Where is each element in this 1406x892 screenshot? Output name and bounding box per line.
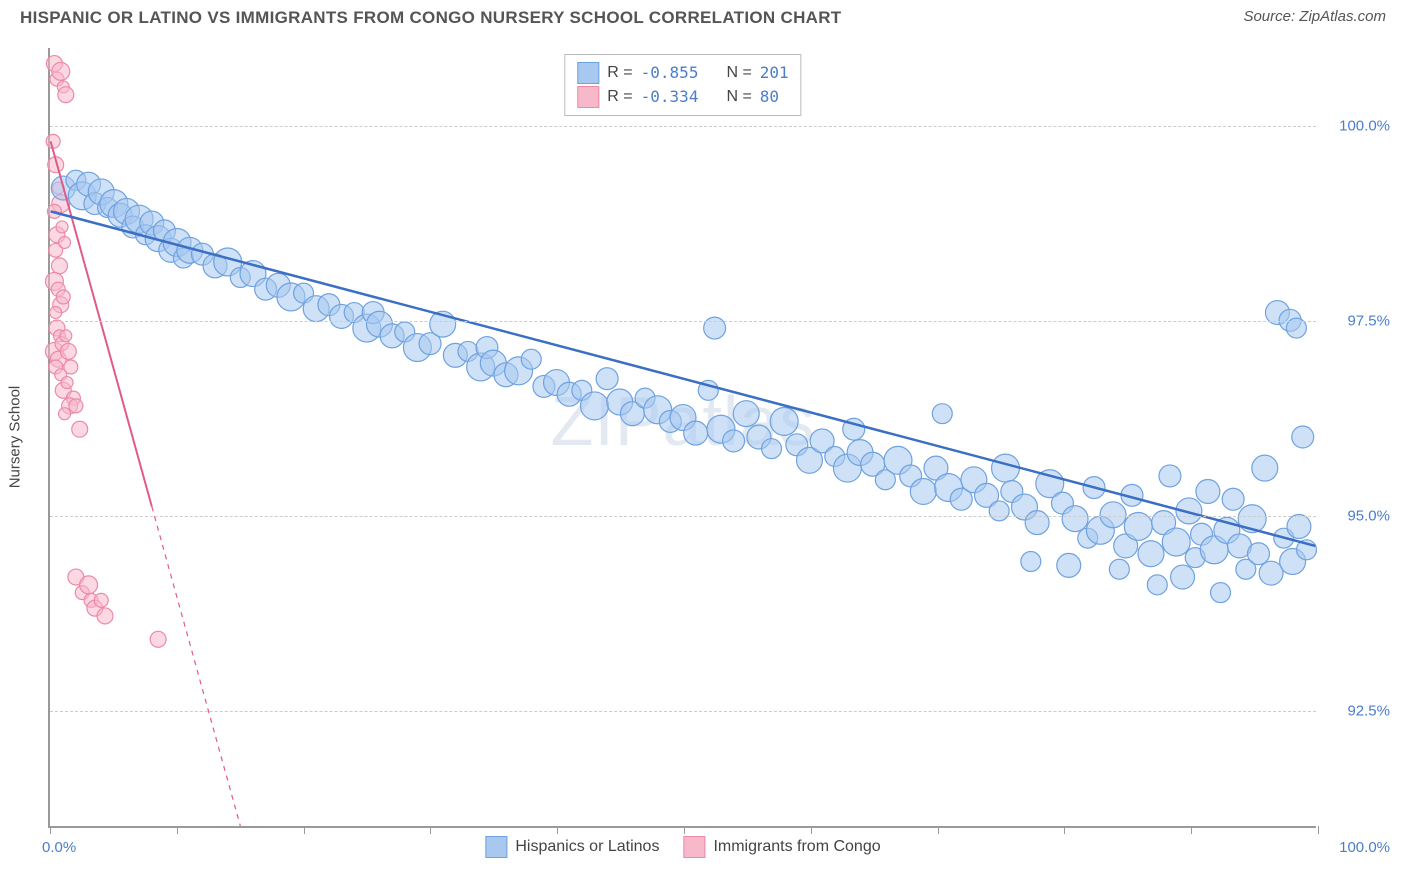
data-point — [1062, 506, 1088, 532]
legend-label: Hispanics or Latinos — [515, 838, 659, 856]
x-tick — [1064, 826, 1065, 834]
gridline — [50, 711, 1316, 712]
data-point — [1100, 502, 1126, 528]
swatch-icon — [577, 86, 599, 108]
data-point — [733, 401, 759, 427]
n-label: N = — [726, 85, 751, 109]
data-point — [596, 368, 618, 390]
data-point — [60, 343, 76, 359]
data-point — [932, 404, 952, 424]
data-point — [684, 421, 708, 445]
data-point — [762, 439, 782, 459]
x-tick — [1318, 826, 1319, 834]
data-point — [61, 377, 73, 389]
r-label: R = — [607, 61, 632, 85]
gridline — [50, 516, 1316, 517]
legend-item-congo: Immigrants from Congo — [683, 836, 880, 858]
data-point — [1292, 426, 1314, 448]
data-point — [58, 87, 74, 103]
trend-line — [51, 211, 1316, 546]
x-tick — [304, 826, 305, 834]
data-point — [94, 593, 108, 607]
data-point — [1159, 465, 1181, 487]
data-point — [80, 576, 98, 594]
n-value: 201 — [760, 61, 789, 85]
scatter-svg — [50, 48, 1316, 826]
data-point — [1147, 575, 1167, 595]
trend-line-dashed — [152, 507, 241, 826]
data-point — [910, 478, 936, 504]
data-point — [64, 360, 78, 374]
data-point — [521, 349, 541, 369]
data-point — [150, 631, 166, 647]
y-tick-label: 100.0% — [1339, 118, 1390, 135]
data-point — [1196, 479, 1220, 503]
data-point — [69, 399, 83, 413]
data-point — [60, 330, 72, 342]
data-point — [1287, 515, 1311, 539]
legend-row-hispanics: R = -0.855 N = 201 — [577, 61, 788, 85]
x-tick — [938, 826, 939, 834]
data-point — [51, 258, 67, 274]
stats-legend: R = -0.855 N = 201 R = -0.334 N = 80 — [564, 54, 801, 116]
data-point — [46, 134, 60, 148]
data-point — [1171, 565, 1195, 589]
source-label: Source: ZipAtlas.com — [1243, 8, 1386, 25]
x-axis-min-label: 0.0% — [42, 839, 76, 856]
data-point — [1211, 583, 1231, 603]
n-value: 80 — [760, 85, 779, 109]
chart-title: HISPANIC OR LATINO VS IMMIGRANTS FROM CO… — [20, 8, 842, 28]
x-tick — [430, 826, 431, 834]
gridline — [50, 126, 1316, 127]
data-point — [50, 307, 62, 319]
data-point — [1025, 511, 1049, 535]
data-point — [1162, 528, 1190, 556]
data-point — [52, 62, 70, 80]
swatch-icon — [577, 62, 599, 84]
gridline — [50, 321, 1316, 322]
data-point — [1021, 552, 1041, 572]
r-value: -0.334 — [641, 85, 699, 109]
legend-row-congo: R = -0.334 N = 80 — [577, 85, 788, 109]
n-label: N = — [726, 61, 751, 85]
y-tick-label: 92.5% — [1347, 703, 1390, 720]
data-point — [59, 408, 71, 420]
legend-label: Immigrants from Congo — [713, 838, 880, 856]
x-tick — [177, 826, 178, 834]
x-tick — [811, 826, 812, 834]
data-point — [1057, 553, 1081, 577]
data-point — [1252, 455, 1278, 481]
x-tick — [557, 826, 558, 834]
data-point — [56, 221, 68, 233]
data-point — [1222, 488, 1244, 510]
data-point — [56, 290, 70, 304]
swatch-icon — [485, 836, 507, 858]
series-legend: Hispanics or Latinos Immigrants from Con… — [485, 836, 880, 858]
r-label: R = — [607, 85, 632, 109]
y-tick-label: 95.0% — [1347, 508, 1390, 525]
data-point — [723, 430, 745, 452]
data-point — [992, 454, 1020, 482]
data-point — [1247, 543, 1269, 565]
data-point — [1138, 541, 1164, 567]
swatch-icon — [683, 836, 705, 858]
x-tick — [50, 826, 51, 834]
data-point — [770, 407, 798, 435]
y-tick-label: 97.5% — [1347, 313, 1390, 330]
data-point — [989, 501, 1009, 521]
x-axis-max-label: 100.0% — [1339, 839, 1390, 856]
data-point — [59, 237, 71, 249]
y-axis-title: Nursery School — [7, 386, 24, 489]
data-point — [97, 608, 113, 624]
chart-plot-area: Nursery School R = -0.855 N = 201 R = -0… — [48, 48, 1316, 828]
data-point — [581, 392, 609, 420]
legend-item-hispanics: Hispanics or Latinos — [485, 836, 659, 858]
x-tick — [1191, 826, 1192, 834]
data-point — [1109, 559, 1129, 579]
x-tick — [684, 826, 685, 834]
r-value: -0.855 — [641, 61, 699, 85]
data-point — [72, 421, 88, 437]
